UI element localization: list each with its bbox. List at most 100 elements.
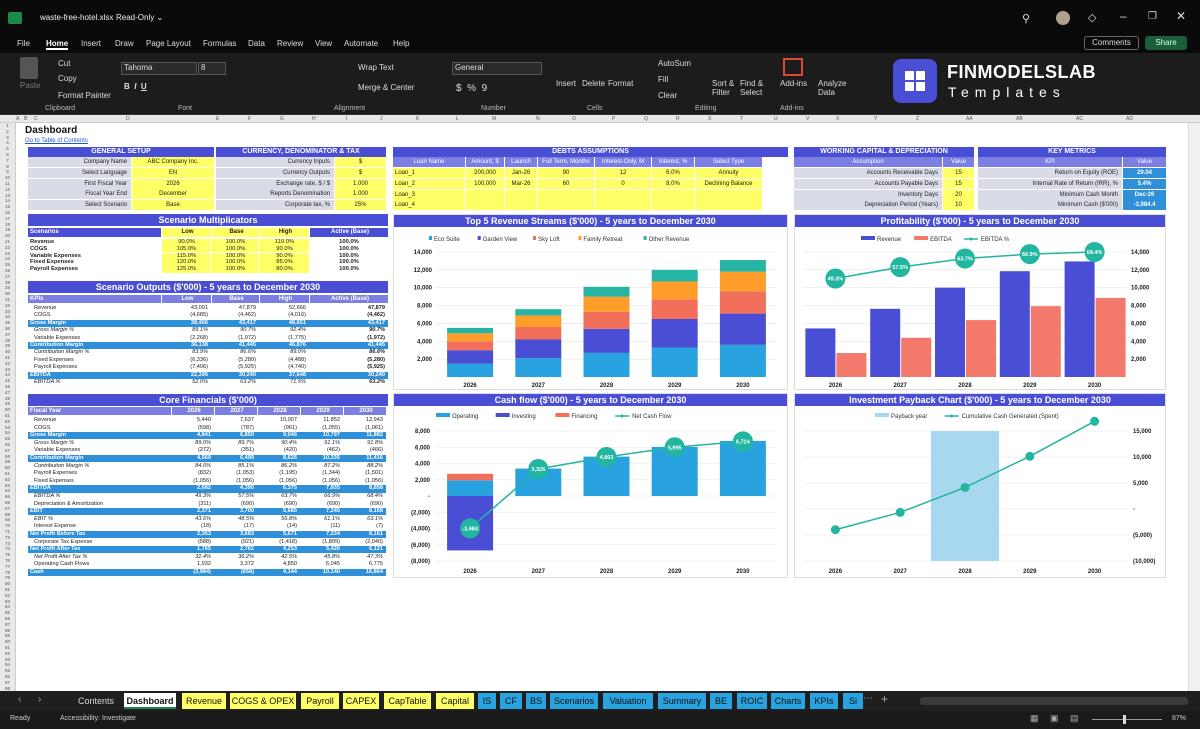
- add-ins-button[interactable]: Add-ins: [780, 79, 808, 88]
- next-sheet-icon[interactable]: ›: [38, 694, 42, 705]
- share-button[interactable]: Share: [1145, 36, 1187, 50]
- sm-cell[interactable]: 125.0%: [162, 266, 211, 273]
- sm-cell[interactable]: 110.0%: [260, 239, 309, 246]
- sm-cell[interactable]: 100.0%: [212, 239, 259, 246]
- sm-cell[interactable]: 90.0%: [260, 252, 309, 260]
- format-painter-button[interactable]: Format Painter: [58, 91, 111, 100]
- value-cell general-value[interactable]: Base: [132, 200, 214, 211]
- sm-cell[interactable]: 105.0%: [162, 245, 211, 253]
- add-sheet-icon[interactable]: +: [881, 692, 889, 706]
- sm-cell[interactable]: 90.0%: [260, 245, 309, 253]
- copy-button[interactable]: Copy: [58, 74, 77, 83]
- sm-cell[interactable]: 120.0%: [162, 259, 211, 266]
- debts-cell[interactable]: 8.0%: [652, 178, 694, 189]
- metric-value[interactable]: Dec-26: [1123, 189, 1166, 200]
- analyze-data-button[interactable]: Analyze Data: [818, 79, 847, 97]
- debts-cell[interactable]: Mar-26: [505, 178, 537, 189]
- sheet-tab[interactable]: Payroll: [301, 693, 339, 709]
- horizontal-scrollbar[interactable]: [920, 697, 1188, 705]
- paste-icon[interactable]: [20, 57, 38, 79]
- merge-center-button[interactable]: Merge & Center: [358, 83, 415, 92]
- sheet-tab[interactable]: Revenue: [182, 693, 226, 709]
- zoom-level[interactable]: 87%: [1172, 715, 1187, 722]
- restore-icon[interactable]: ❐: [1148, 11, 1157, 22]
- prev-sheet-icon[interactable]: ‹: [18, 694, 22, 705]
- debts-cell[interactable]: Loan_4: [393, 200, 465, 211]
- sm-cell[interactable]: 100.0%: [212, 259, 259, 266]
- avatar[interactable]: [1056, 11, 1070, 25]
- normal-view-icon[interactable]: ▦: [1030, 713, 1039, 723]
- diamond-icon[interactable]: ◇: [1088, 12, 1097, 24]
- sm-cell[interactable]: 100.0%: [212, 266, 259, 273]
- toc-link[interactable]: Go to Table of Contents: [25, 138, 88, 144]
- font-size-select[interactable]: 8: [198, 62, 226, 75]
- wrap-text-button[interactable]: Wrap Text: [358, 63, 394, 72]
- add-ins-icon[interactable]: [783, 58, 803, 76]
- menu-file[interactable]: File: [17, 39, 30, 48]
- search-icon[interactable]: ⚲: [1022, 13, 1031, 25]
- number-format-select[interactable]: General: [452, 62, 542, 75]
- debts-cell[interactable]: [652, 200, 694, 211]
- insert-cells-button[interactable]: Insert: [556, 79, 577, 88]
- sm-cell[interactable]: 85.0%: [260, 259, 309, 266]
- sheet-tab[interactable]: IS: [478, 693, 496, 709]
- sheet-tab[interactable]: KPIs: [810, 693, 838, 709]
- metric-value[interactable]: 15: [943, 168, 974, 178]
- cut-button[interactable]: Cut: [58, 59, 71, 68]
- debts-cell[interactable]: [505, 200, 537, 211]
- minimize-icon[interactable]: –: [1120, 9, 1127, 23]
- menu-insert[interactable]: Insert: [81, 39, 102, 48]
- debts-cell[interactable]: [695, 200, 762, 211]
- find-select-button[interactable]: Find & Select: [740, 79, 764, 97]
- sheet-tab[interactable]: Charts: [771, 693, 805, 709]
- debts-cell[interactable]: [595, 189, 651, 200]
- menu-home[interactable]: Home: [46, 39, 69, 50]
- menu-view[interactable]: View: [315, 39, 333, 48]
- menu-data[interactable]: Data: [248, 39, 265, 48]
- autosum-button[interactable]: AutoSum: [658, 59, 691, 68]
- menu-automate[interactable]: Automate: [344, 39, 379, 48]
- sort-filter-button[interactable]: Sort & Filter: [712, 79, 735, 97]
- read-only-indicator[interactable]: Read-Only ⌄: [116, 13, 164, 22]
- debts-cell[interactable]: Jan-26: [505, 168, 537, 178]
- sm-cell[interactable]: 90.0%: [162, 239, 211, 246]
- metric-value[interactable]: 5.4%: [1123, 178, 1166, 189]
- debts-cell[interactable]: [695, 189, 762, 200]
- debts-cell[interactable]: 6.0%: [652, 168, 694, 178]
- sheet-tab[interactable]: COGS & OPEX: [230, 693, 296, 709]
- debts-cell[interactable]: 12: [595, 168, 651, 178]
- bold-button[interactable]: B I U: [124, 82, 147, 91]
- format-cells-button[interactable]: Format: [608, 79, 634, 88]
- more-sheets-icon[interactable]: ⋯: [863, 693, 873, 704]
- sm-cell[interactable]: 115.0%: [162, 252, 211, 260]
- debts-cell[interactable]: 90: [538, 168, 594, 178]
- sheet-tab[interactable]: BE: [710, 693, 732, 709]
- delete-cells-button[interactable]: Delete: [582, 79, 606, 88]
- menu-review[interactable]: Review: [277, 39, 304, 48]
- paste-label[interactable]: Paste: [20, 81, 41, 90]
- metric-value[interactable]: 20: [943, 189, 974, 200]
- page-layout-view-icon[interactable]: ▣: [1050, 713, 1059, 723]
- debts-cell[interactable]: [595, 200, 651, 211]
- debts-cell[interactable]: Declining Balance: [695, 178, 762, 189]
- value-cell general-value[interactable]: ABC Company Inc.: [132, 157, 214, 167]
- debts-cell[interactable]: 100,000: [466, 178, 504, 189]
- comments-button[interactable]: Comments: [1084, 36, 1139, 50]
- debts-cell[interactable]: 200,000: [466, 168, 504, 178]
- sheet-tab[interactable]: Summary: [658, 693, 706, 709]
- sheet-tab[interactable]: CAPEX: [343, 693, 379, 709]
- debts-cell[interactable]: [538, 200, 594, 211]
- sheet-tab[interactable]: Dashboard: [124, 693, 176, 709]
- debts-cell[interactable]: Annuity: [695, 168, 762, 178]
- debts-cell[interactable]: [652, 189, 694, 200]
- value-cell currency-value[interactable]: 1.000: [335, 189, 386, 200]
- currency-button[interactable]: $ % 9: [456, 83, 488, 94]
- sm-cell[interactable]: 100.0%: [212, 245, 259, 253]
- sheet-tab[interactable]: Contents: [77, 696, 115, 706]
- value-cell general-value[interactable]: 2026: [132, 178, 214, 189]
- menu-formulas[interactable]: Formulas: [203, 39, 237, 48]
- value-cell currency-value[interactable]: 1.000: [335, 178, 386, 189]
- menu-help[interactable]: Help: [393, 39, 410, 48]
- metric-value[interactable]: 15: [943, 178, 974, 189]
